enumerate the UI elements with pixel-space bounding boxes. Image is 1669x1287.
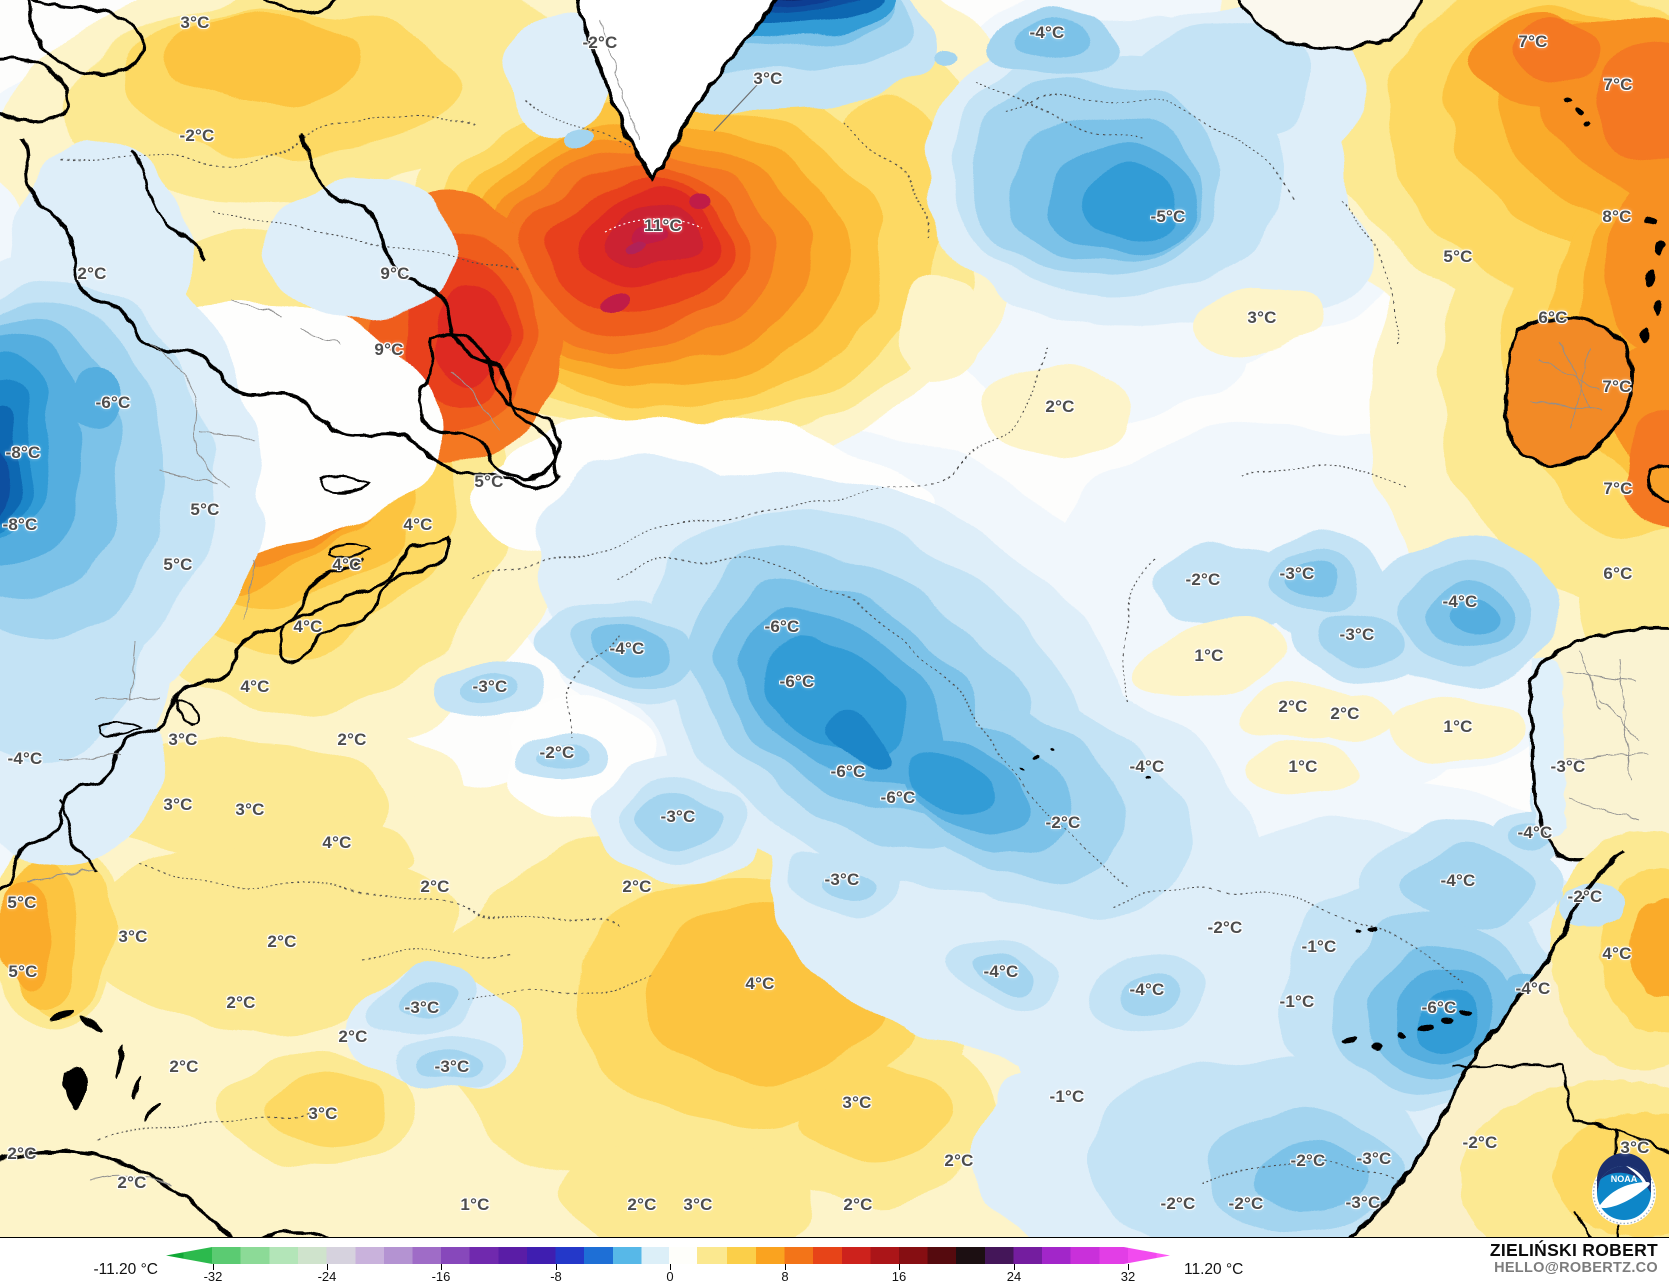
madeira-azores <box>1019 748 1377 935</box>
admin-lines <box>27 299 341 1187</box>
africa-coast <box>1348 850 1624 1237</box>
labrador-coast <box>20 133 563 489</box>
noaa-logo: NOAA <box>1592 1153 1656 1225</box>
cuba-coast <box>0 1149 234 1237</box>
scotland-fragments <box>1641 218 1665 341</box>
author-name: ZIELIŃSKI ROBERT <box>1489 1240 1658 1260</box>
colorbar-tick-mark <box>670 1264 671 1270</box>
colorbar-tick-mark <box>441 1264 442 1270</box>
colorbar-max-label: 11.20 °C <box>1184 1261 1244 1278</box>
colorbar-tick-mark <box>556 1264 557 1270</box>
iberia-provinces <box>1565 649 1647 821</box>
iceland-coast <box>1237 0 1424 50</box>
faroe-islands <box>1564 97 1592 127</box>
colorbar-tick-mark <box>213 1264 214 1270</box>
ireland-counties <box>1529 339 1601 431</box>
colorbar-footer: -11.20 °C 11.20 °C -32 -24 -16 -8 0 8 16 24 32 Z… <box>0 1237 1669 1287</box>
colorbar-min-label: -11.20 °C <box>93 1261 159 1278</box>
label-leader-line <box>713 84 758 132</box>
noaa-logo-text: NOAA <box>1611 1174 1638 1184</box>
iberia-coast <box>1527 625 1669 863</box>
nova-scotia-coast <box>280 535 450 666</box>
colorbar-tick-mark <box>899 1264 900 1270</box>
greenland-coast <box>575 0 777 182</box>
sst-anomaly-map: NOAA 3°C -2°C 2°C 9°C 9°C -6°C -2°C 3°C -4°C 11°C… <box>0 0 1669 1237</box>
colorbar-tick-label: -16 <box>431 1269 451 1284</box>
dotted-contours <box>59 81 1531 1196</box>
us-east-coast <box>0 558 364 891</box>
portugal-cold-patch <box>1530 657 1566 839</box>
colorbar-ticks: -32 -24 -16 -8 0 8 16 24 32 <box>0 1238 1669 1287</box>
inner-core-contour <box>604 218 703 233</box>
colorbar-tick-label: 32 <box>1120 1269 1136 1284</box>
colorbar-tick-mark <box>327 1264 328 1270</box>
colorbar-tick-label: -32 <box>203 1269 223 1284</box>
colorbar-gradient <box>166 1247 1170 1264</box>
colorbar-tick-label: -8 <box>550 1269 562 1284</box>
colorbar-tick-label: 8 <box>781 1269 789 1284</box>
author-email: HELLO@ROBERTZ.CO <box>1494 1260 1658 1277</box>
colorbar-tick-mark <box>1014 1264 1015 1270</box>
colorbar-tick-mark <box>1128 1264 1129 1270</box>
contour-fills <box>0 0 1669 1237</box>
newfoundland-coast <box>417 333 560 480</box>
ireland-coast <box>1504 316 1634 467</box>
colorbar-tick-label: 24 <box>1006 1269 1022 1284</box>
map-canvas: NOAA <box>0 0 1669 1237</box>
colorbar-tick-label: -24 <box>317 1269 337 1284</box>
colorbar-tick-mark <box>785 1264 786 1270</box>
colorbar-tick-label: 0 <box>666 1269 674 1284</box>
coastlines <box>0 0 1669 1237</box>
credits-block: ZIELIŃSKI ROBERT HELLO@ROBERTZ.CO <box>1490 1240 1658 1277</box>
canary-islands <box>1343 1010 1472 1051</box>
africa-climate-patches <box>1460 830 1669 1237</box>
bahamas-islands <box>49 1012 160 1123</box>
colorbar-tick-label: 16 <box>891 1269 907 1284</box>
brittany-coast <box>1647 463 1669 503</box>
